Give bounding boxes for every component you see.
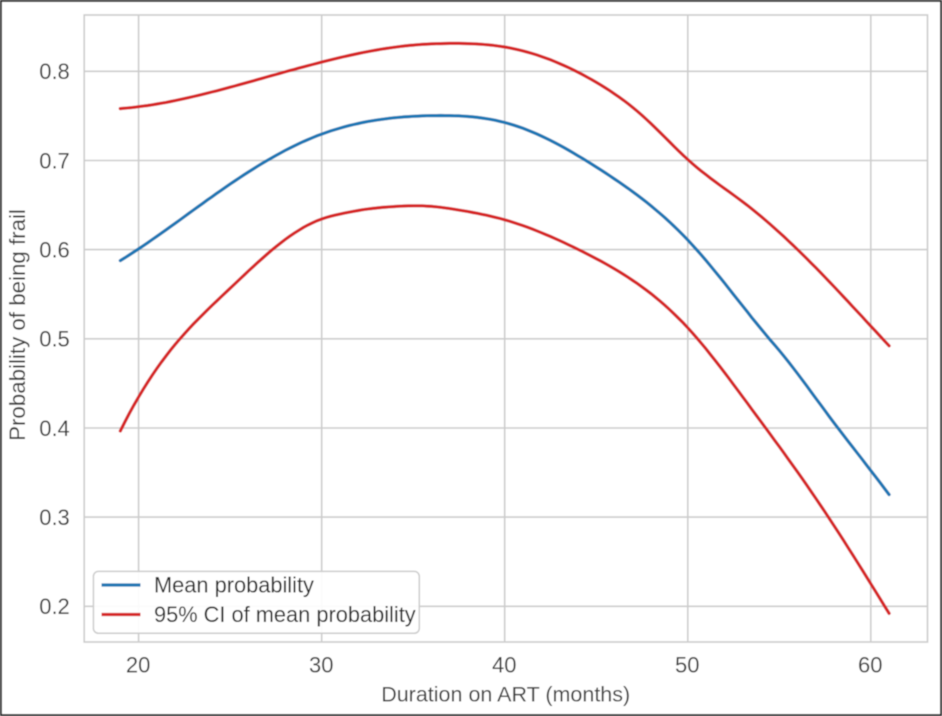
svg-text:Duration on ART (months): Duration on ART (months) (381, 683, 630, 707)
svg-text:0.3: 0.3 (39, 505, 70, 530)
svg-text:30: 30 (309, 653, 333, 678)
svg-text:40: 40 (492, 653, 516, 678)
svg-text:50: 50 (675, 653, 699, 678)
svg-text:0.4: 0.4 (39, 416, 70, 441)
svg-text:Mean probability: Mean probability (154, 573, 314, 598)
svg-text:0.2: 0.2 (39, 594, 70, 619)
svg-text:0.7: 0.7 (39, 148, 70, 173)
svg-text:0.8: 0.8 (39, 59, 70, 84)
svg-text:95% CI of mean probability: 95% CI of mean probability (154, 602, 416, 627)
svg-text:60: 60 (858, 653, 882, 678)
svg-text:0.5: 0.5 (39, 327, 70, 352)
svg-text:0.6: 0.6 (39, 238, 70, 263)
svg-text:Probability of being frail: Probability of being frail (5, 209, 30, 441)
svg-text:20: 20 (126, 653, 150, 678)
